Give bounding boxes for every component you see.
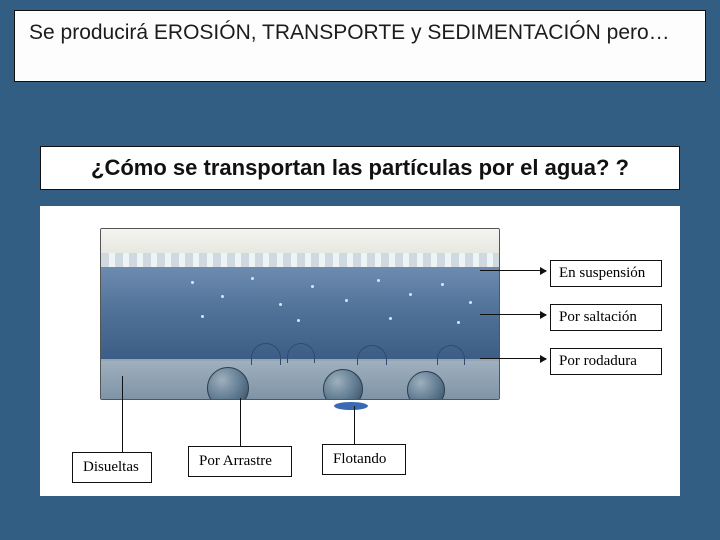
suspended-speck <box>389 317 392 320</box>
question-text: ¿Cómo se transportan las partículas por … <box>91 155 629 181</box>
diagram-panel: En suspensión Por saltación Por rodadura D… <box>40 206 680 496</box>
saltation-arc <box>251 343 281 365</box>
layer-air <box>101 229 499 253</box>
layer-foam <box>101 253 499 267</box>
side-label: Por saltación <box>550 304 662 331</box>
suspended-speck <box>441 283 444 286</box>
float-blob <box>334 402 368 410</box>
suspended-speck <box>311 285 314 288</box>
suspended-speck <box>191 281 194 284</box>
suspended-speck <box>457 321 460 324</box>
slide: Se producirá EROSIÓN, TRANSPORTE y SEDIM… <box>0 0 720 540</box>
side-arrow <box>480 358 546 359</box>
suspended-speck <box>409 293 412 296</box>
title-bar: Se producirá EROSIÓN, TRANSPORTE y SEDIM… <box>14 10 706 82</box>
suspended-speck <box>297 319 300 322</box>
side-label: En suspensión <box>550 260 662 287</box>
suspended-speck <box>377 279 380 282</box>
title-text: Se producirá EROSIÓN, TRANSPORTE y SEDIM… <box>29 21 670 44</box>
callout-line <box>354 406 355 444</box>
callout-box: Por Arrastre <box>188 446 292 477</box>
diagram-inner: En suspensión Por saltación Por rodadura D… <box>40 206 680 496</box>
suspended-speck <box>201 315 204 318</box>
callout-box: Flotando <box>322 444 406 475</box>
saltation-arc <box>287 343 315 363</box>
saltation-arc <box>437 345 465 365</box>
suspended-speck <box>221 295 224 298</box>
suspended-speck <box>279 303 282 306</box>
cross-section <box>100 228 500 400</box>
suspended-speck <box>345 299 348 302</box>
callout-box: Disueltas <box>72 452 152 483</box>
suspended-speck <box>251 277 254 280</box>
side-label: Por rodadura <box>550 348 662 375</box>
suspended-speck <box>469 301 472 304</box>
side-arrow <box>480 314 546 315</box>
question-bar: ¿Cómo se transportan las partículas por … <box>40 146 680 190</box>
side-arrow <box>480 270 546 271</box>
callout-line <box>240 398 241 446</box>
callout-line <box>122 376 123 452</box>
